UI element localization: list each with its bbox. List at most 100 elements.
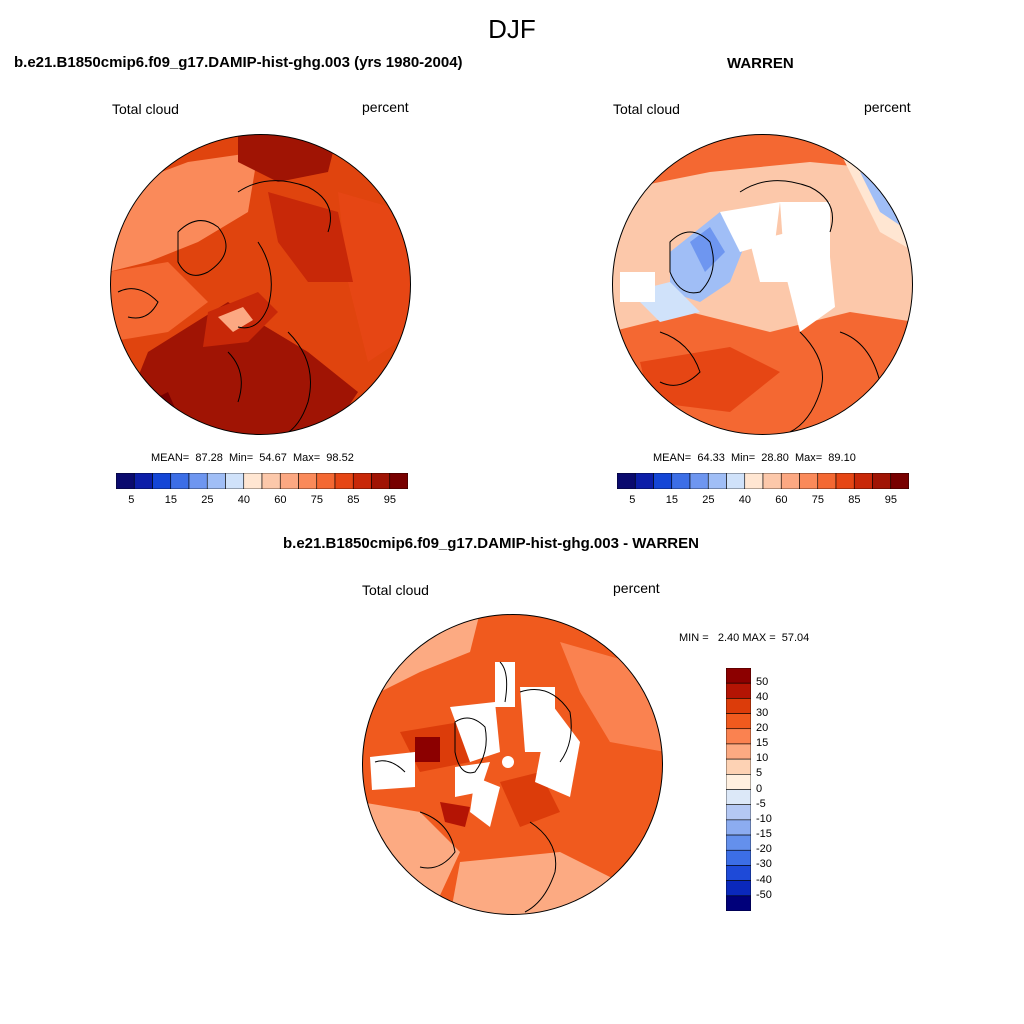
colorbar-box	[243, 473, 263, 489]
colorbar-box	[152, 473, 172, 489]
panel2-stats: MEAN= 64.33 Min= 28.80 Max= 89.10	[653, 452, 856, 464]
colorbar-box	[726, 473, 746, 489]
panel3-colorbar	[726, 668, 751, 911]
colorbar-tick-label: 85	[848, 494, 861, 506]
colorbar-box	[726, 743, 751, 760]
colorbar-tick-label: 5	[629, 494, 636, 506]
colorbar-box	[726, 834, 751, 851]
colorbar-box	[726, 728, 751, 745]
colorbar-tick-label: 95	[383, 494, 396, 506]
colorbar-tick-label: -20	[756, 843, 772, 856]
colorbar-box	[890, 473, 909, 489]
colorbar-box	[744, 473, 764, 489]
colorbar-box	[726, 849, 751, 866]
colorbar-box	[170, 473, 190, 489]
colorbar-box	[872, 473, 892, 489]
colorbar-tick-label: 5	[128, 494, 135, 506]
colorbar-tick-label: 10	[756, 752, 769, 765]
colorbar-box	[279, 473, 299, 489]
colorbar-tick-label: 15	[756, 736, 769, 749]
colorbar-box	[653, 473, 673, 489]
colorbar-tick-label: 95	[884, 494, 897, 506]
colorbar-box	[726, 668, 751, 684]
colorbar-box	[389, 473, 408, 489]
colorbar-tick-label: 60	[775, 494, 788, 506]
panel2-units: percent	[864, 99, 911, 115]
panel3-map	[362, 614, 663, 915]
colorbar-tick-label: 40	[738, 494, 751, 506]
colorbar-box	[671, 473, 691, 489]
colorbar-box	[726, 698, 751, 714]
colorbar-box	[188, 473, 208, 489]
colorbar-box	[726, 789, 751, 805]
colorbar-box	[799, 473, 819, 489]
colorbar-box	[726, 895, 751, 911]
colorbar-tick-label: 30	[756, 706, 769, 719]
colorbar-tick-label: -5	[756, 797, 766, 810]
colorbar-box	[726, 774, 751, 790]
colorbar-box	[298, 473, 318, 489]
colorbar-box	[261, 473, 281, 489]
colorbar-box	[762, 473, 782, 489]
panel1-variable: Total cloud	[112, 101, 179, 117]
colorbar-box	[726, 804, 751, 821]
colorbar-box	[634, 473, 654, 489]
panel1-title: b.e21.B1850cmip6.f09_g17.DAMIP-hist-ghg.…	[14, 54, 463, 71]
panel2-colorbar-labels: 5 15 25 40 60 75 85 95	[617, 494, 909, 510]
colorbar-box	[617, 473, 636, 489]
colorbar-box	[116, 473, 135, 489]
colorbar-box	[780, 473, 800, 489]
colorbar-tick-label: 0	[756, 782, 763, 795]
colorbar-tick-label: -40	[756, 873, 772, 886]
colorbar-tick-label: 5	[756, 767, 763, 780]
colorbar-tick-label: 40	[237, 494, 250, 506]
panel3-stats: MIN = 2.40 MAX = 57.04	[679, 632, 810, 644]
colorbar-box	[726, 865, 751, 881]
colorbar-box	[133, 473, 153, 489]
colorbar-tick-label: 15	[665, 494, 678, 506]
panel3-colorbar-labels: 50 40 30 20 15 10 5 0 -5 -10 -15 -20 -30 -40 -50	[756, 668, 796, 911]
panel3-variable: Total cloud	[362, 582, 429, 598]
colorbar-tick-label: 85	[347, 494, 360, 506]
colorbar-box	[225, 473, 245, 489]
colorbar-box	[726, 819, 751, 836]
colorbar-tick-label: 75	[310, 494, 323, 506]
colorbar-tick-label: -15	[756, 828, 772, 841]
colorbar-box	[316, 473, 336, 489]
colorbar-tick-label: 15	[164, 494, 177, 506]
colorbar-box	[726, 713, 751, 730]
colorbar-tick-label: 75	[811, 494, 824, 506]
panel1-map	[110, 134, 411, 435]
colorbar-box	[853, 473, 873, 489]
colorbar-box	[726, 880, 751, 897]
colorbar-box	[371, 473, 391, 489]
panel2-colorbar	[617, 473, 909, 489]
panel2-variable: Total cloud	[613, 101, 680, 117]
colorbar-box	[817, 473, 837, 489]
colorbar-box	[726, 682, 751, 699]
colorbar-box	[689, 473, 709, 489]
colorbar-tick-label: 20	[756, 721, 769, 734]
colorbar-tick-label: 25	[201, 494, 214, 506]
colorbar-tick-label: 25	[702, 494, 715, 506]
panel1-units: percent	[362, 99, 409, 115]
colorbar-box	[334, 473, 354, 489]
colorbar-box	[206, 473, 226, 489]
panel1-stats: MEAN= 87.28 Min= 54.67 Max= 98.52	[151, 452, 354, 464]
colorbar-tick-label: 60	[274, 494, 287, 506]
colorbar-box	[835, 473, 855, 489]
panel1-colorbar	[116, 473, 408, 489]
colorbar-tick-label: 40	[756, 691, 769, 704]
colorbar-tick-label: -30	[756, 858, 772, 871]
colorbar-tick-label: -10	[756, 812, 772, 825]
panel2-title: WARREN	[727, 55, 794, 72]
panel3-title: b.e21.B1850cmip6.f09_g17.DAMIP-hist-ghg.…	[283, 535, 699, 552]
panel3-units: percent	[613, 580, 660, 596]
panel2-map	[612, 134, 913, 435]
colorbar-tick-label: -50	[756, 888, 772, 901]
panel1-colorbar-labels: 5 15 25 40 60 75 85 95	[116, 494, 408, 510]
colorbar-box	[707, 473, 727, 489]
colorbar-box	[352, 473, 372, 489]
figure-title: DJF	[488, 14, 536, 44]
colorbar-box	[726, 758, 751, 775]
